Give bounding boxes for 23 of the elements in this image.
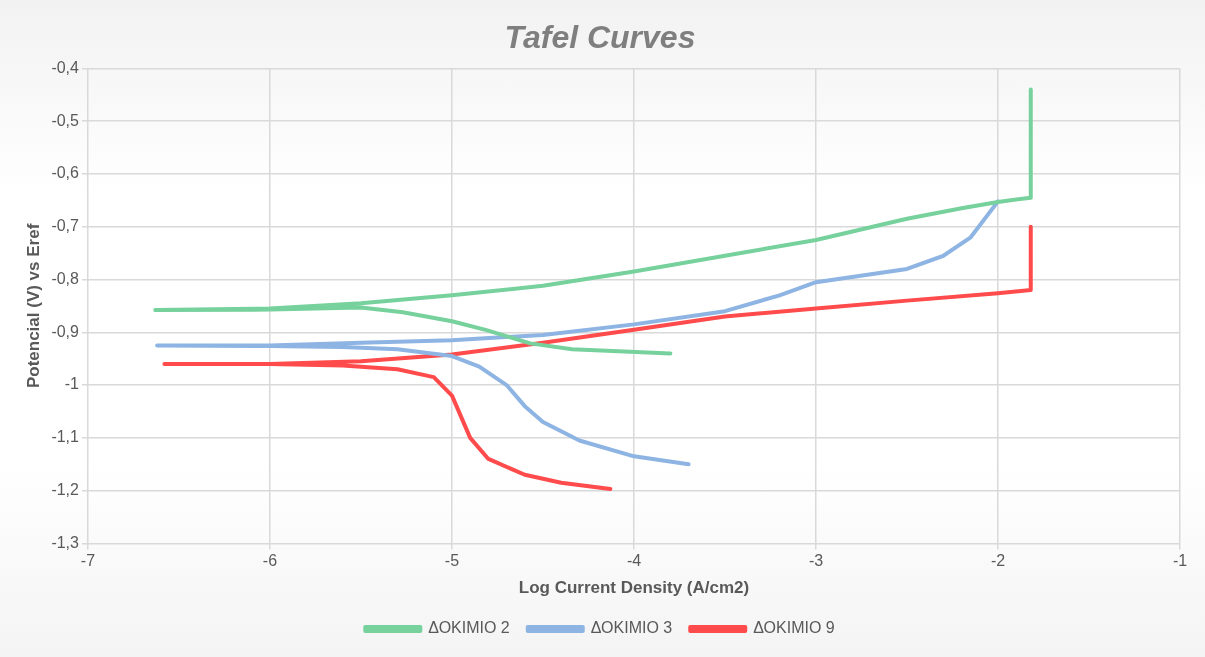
y-tick-label: -0,7: [51, 217, 80, 235]
y-tick-label: -1,1: [51, 428, 80, 446]
y-tick-label: -1,3: [51, 533, 80, 551]
y-tick-label: -0,6: [51, 164, 80, 182]
y-tick-label: -1,2: [51, 481, 80, 499]
x-tick-label: -5: [444, 552, 460, 570]
x-tick-label: -1: [1172, 552, 1188, 570]
y-tick-label: -0,8: [51, 269, 80, 287]
legend-label: ΔΟΚΙΜΙΟ 9: [753, 619, 835, 637]
y-tick-label: -0,5: [51, 111, 80, 129]
y-tick-label: -0,9: [51, 322, 80, 340]
chart-title: Tafel Curves: [504, 19, 696, 56]
x-tick-label: -3: [808, 552, 824, 570]
x-axis-title: Log Current Density (A/cm2): [518, 578, 750, 598]
y-tick-label: -1: [64, 375, 80, 393]
legend-label: ΔΟΚΙΜΙΟ 3: [590, 619, 673, 637]
x-tick-label: -7: [80, 552, 96, 570]
x-tick-label: -2: [990, 552, 1006, 570]
legend-label: ΔΟΚΙΜΙΟ 2: [428, 619, 510, 637]
y-axis-title: Potencial (V) vs Eref: [23, 223, 43, 389]
y-tick-label: -0,4: [51, 58, 80, 76]
x-tick-label: -4: [626, 552, 642, 570]
x-tick-label: -6: [262, 552, 278, 570]
